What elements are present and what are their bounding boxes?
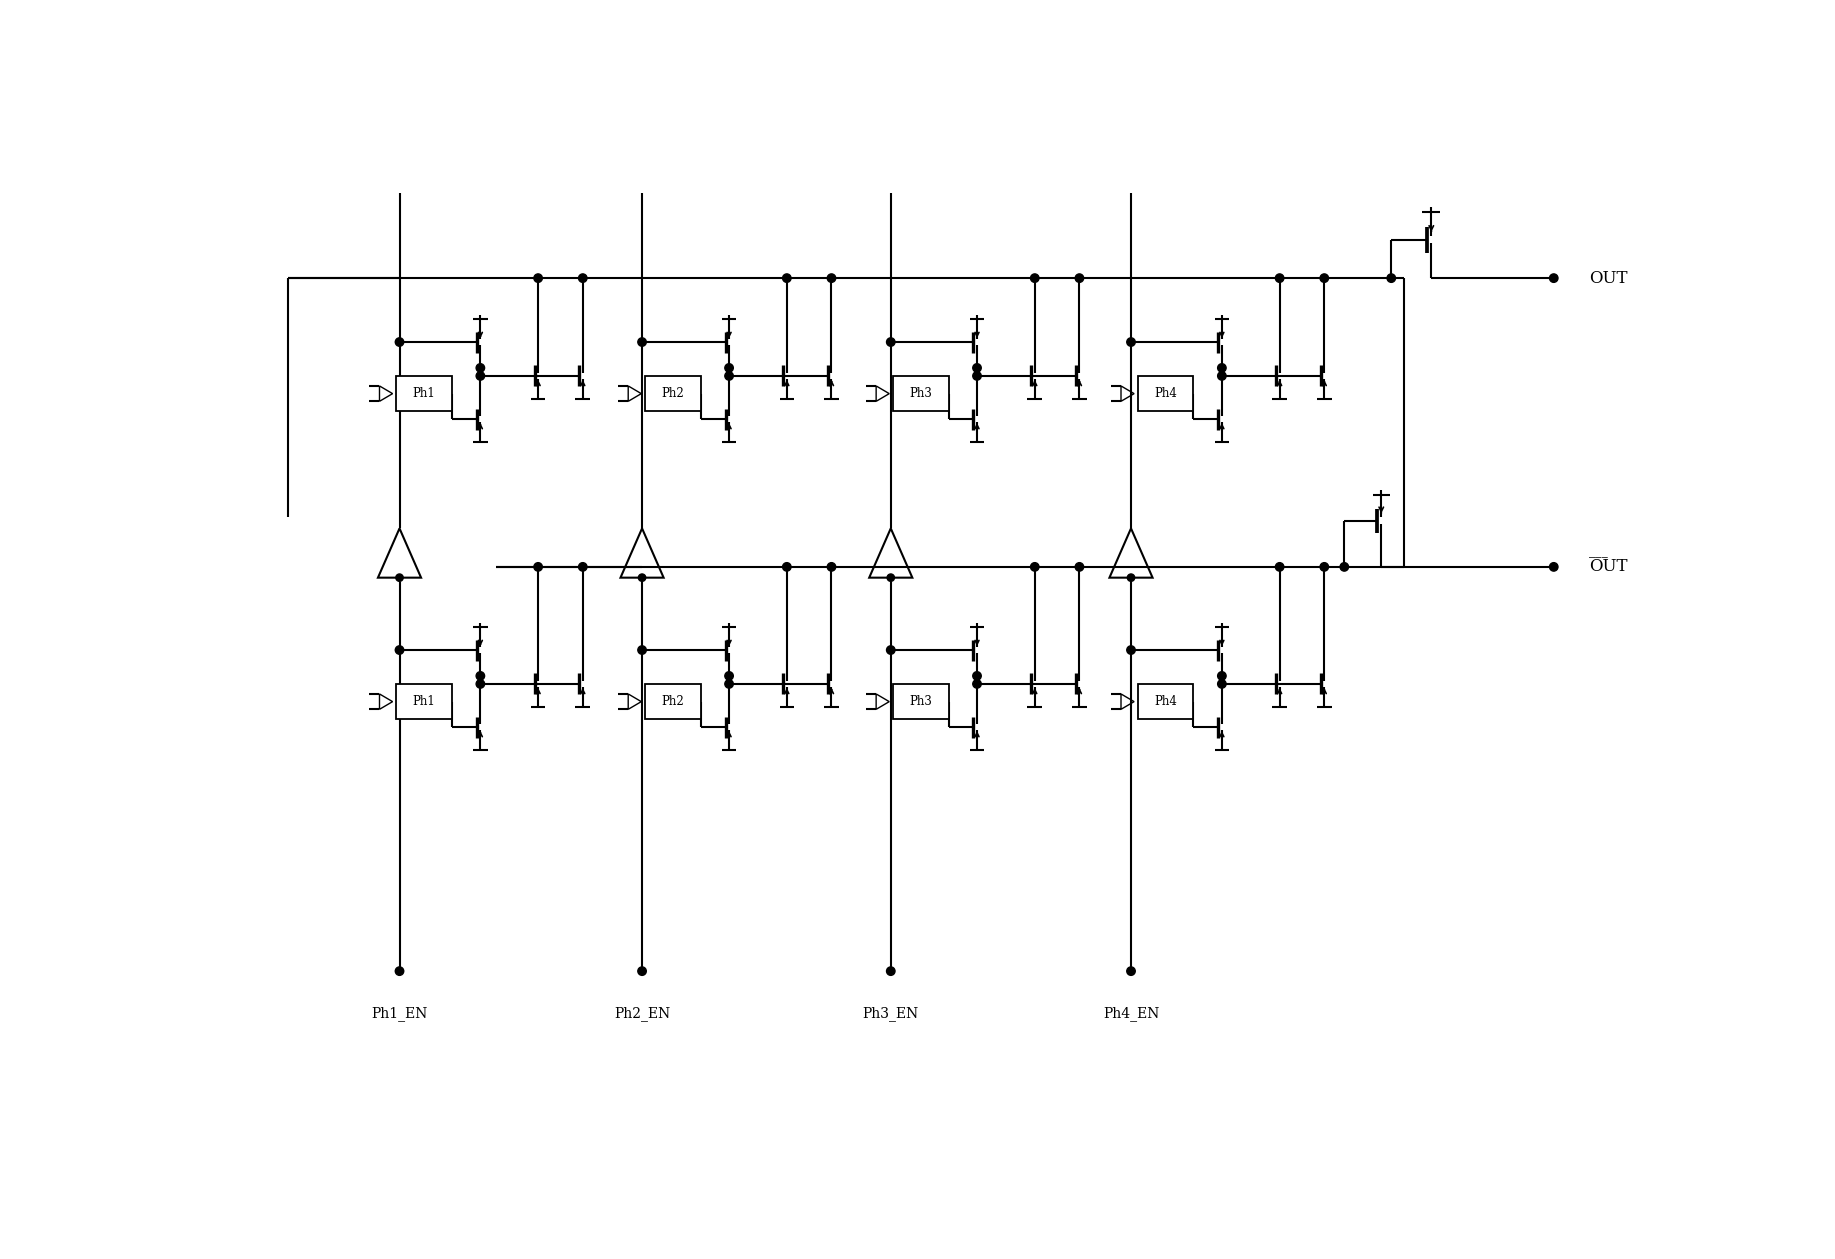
Circle shape [1218,680,1226,689]
Circle shape [1319,274,1329,282]
Circle shape [828,563,835,572]
Circle shape [1127,967,1136,976]
Circle shape [395,646,404,655]
Circle shape [578,274,587,282]
Circle shape [1218,672,1226,680]
Circle shape [639,337,646,346]
Circle shape [395,967,404,976]
Circle shape [886,337,895,346]
Circle shape [1319,563,1329,572]
Circle shape [973,680,982,689]
Circle shape [1031,274,1039,282]
Bar [646,684,701,719]
Circle shape [475,672,484,680]
Circle shape [396,574,404,582]
Text: Ph4: Ph4 [1154,387,1176,400]
Circle shape [1340,563,1349,572]
Circle shape [1549,274,1558,282]
Text: Ph2: Ph2 [661,695,684,708]
Circle shape [1218,371,1226,380]
Circle shape [639,967,646,976]
Text: Ph3_EN: Ph3_EN [862,1006,919,1021]
Bar [646,376,701,412]
Circle shape [1387,274,1395,282]
Bar [894,376,949,412]
Circle shape [1218,364,1226,373]
Bar [1138,684,1193,719]
Text: ___: ___ [1589,545,1607,558]
Circle shape [1275,563,1284,572]
Circle shape [1075,563,1084,572]
Text: Ph4: Ph4 [1154,695,1176,708]
Circle shape [973,371,982,380]
Circle shape [886,967,895,976]
Circle shape [578,563,587,572]
Circle shape [1127,574,1134,582]
Circle shape [725,672,734,680]
Text: Ph2_EN: Ph2_EN [615,1006,670,1021]
Circle shape [1075,274,1084,282]
Circle shape [886,574,894,582]
Circle shape [475,680,484,689]
Circle shape [1127,337,1136,346]
Circle shape [1549,563,1558,572]
Text: Ph3: Ph3 [910,387,932,400]
Circle shape [534,563,543,572]
Circle shape [973,364,982,373]
Text: Ph3: Ph3 [910,695,932,708]
Circle shape [639,574,646,582]
Circle shape [475,364,484,373]
Circle shape [1127,646,1136,655]
Text: Ph1_EN: Ph1_EN [371,1006,428,1021]
Circle shape [782,563,791,572]
Circle shape [1275,274,1284,282]
Bar [1138,376,1193,412]
Circle shape [725,364,734,373]
Circle shape [534,274,543,282]
Text: OUT: OUT [1589,269,1628,287]
Circle shape [782,274,791,282]
Circle shape [725,371,734,380]
Circle shape [886,646,895,655]
Circle shape [1031,563,1039,572]
Circle shape [639,646,646,655]
Circle shape [725,680,734,689]
Circle shape [828,274,835,282]
Bar [894,684,949,719]
Text: OUT: OUT [1589,559,1628,575]
Bar [396,376,451,412]
Circle shape [395,337,404,346]
Text: Ph2: Ph2 [661,387,684,400]
Circle shape [973,672,982,680]
Circle shape [475,371,484,380]
Text: Ph1: Ph1 [413,695,435,708]
Text: Ph4_EN: Ph4_EN [1103,1006,1160,1021]
Text: Ph1: Ph1 [413,387,435,400]
Bar [396,684,451,719]
